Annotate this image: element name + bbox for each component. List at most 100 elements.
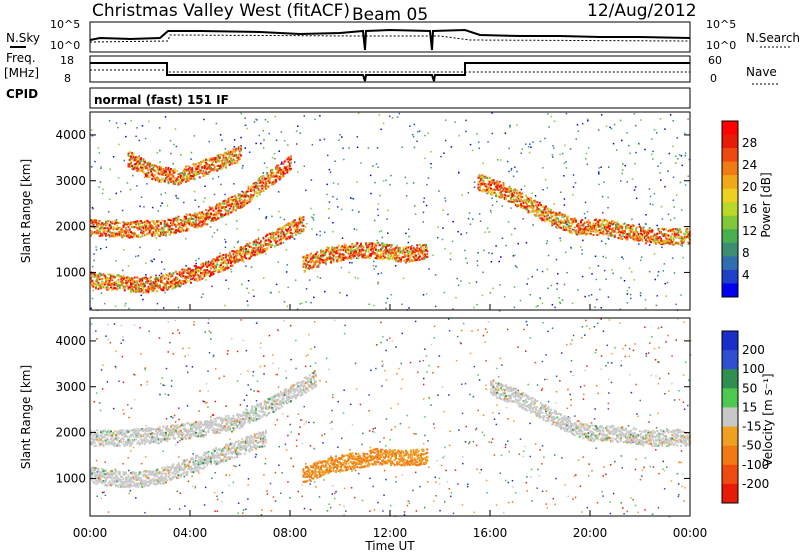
power-feature-point	[546, 207, 549, 210]
power-feature-point	[156, 232, 159, 235]
power-feature-point	[241, 206, 244, 209]
power-feature-point	[152, 289, 155, 292]
power-feature-point	[568, 231, 571, 234]
power-feature-point	[567, 221, 570, 224]
power-speckle	[440, 155, 442, 158]
power-feature-point	[282, 231, 285, 234]
power-feature-point	[188, 276, 191, 279]
power-speckle	[536, 269, 539, 271]
power-feature-point	[187, 270, 190, 273]
power-feature-point	[541, 219, 544, 222]
power-feature-point	[217, 259, 220, 262]
power-feature-point	[531, 204, 534, 207]
power-feature-point	[512, 197, 515, 200]
power-feature-point	[200, 160, 202, 163]
power-feature-point	[657, 228, 660, 231]
power-feature-point	[368, 252, 371, 255]
power-feature-point	[575, 219, 577, 222]
power-feature-point	[221, 163, 224, 166]
power-speckle	[278, 150, 280, 152]
power-feature-point	[116, 224, 119, 227]
power-feature-point	[627, 227, 630, 230]
power-feature-point	[292, 222, 295, 225]
power-feature-point	[186, 176, 189, 179]
power-feature-point	[127, 233, 130, 236]
power-feature-point	[133, 157, 136, 160]
power-feature-point	[508, 193, 511, 196]
power-feature-point	[190, 217, 192, 220]
power-feature-point	[568, 226, 571, 229]
power-feature-point	[211, 273, 214, 276]
power-feature-point	[512, 190, 515, 193]
power-feature-point	[423, 253, 426, 256]
station-title: Christmas Valley West (fitACF)	[92, 1, 350, 21]
power-feature-point	[490, 192, 492, 195]
power-speckle	[571, 228, 574, 231]
power-feature-point	[130, 279, 132, 282]
power-speckle	[299, 232, 302, 235]
power-feature-point	[148, 224, 151, 227]
power-feature-point	[127, 155, 130, 158]
power-feature-point	[178, 173, 181, 176]
power-feature-point	[341, 245, 344, 248]
power-feature-point	[242, 203, 245, 206]
power-speckle	[310, 301, 312, 304]
power-feature-point	[321, 254, 324, 257]
power-speckle	[547, 287, 549, 290]
power-speckle	[359, 254, 361, 256]
power-speckle	[426, 183, 428, 186]
power-feature-point	[257, 249, 260, 252]
power-feature-point	[153, 234, 156, 237]
power-feature-point	[102, 223, 105, 226]
power-feature-point	[278, 178, 281, 181]
power-feature-point	[201, 221, 204, 224]
power-feature-point	[256, 248, 259, 251]
power-feature-point	[248, 197, 251, 200]
power-feature-point	[287, 160, 290, 163]
power-feature-point	[148, 175, 151, 178]
power-feature-point	[126, 221, 129, 224]
power-feature-point	[322, 261, 325, 264]
power-speckle	[297, 125, 299, 127]
power-speckle	[334, 160, 336, 163]
power-speckle	[141, 125, 144, 127]
power-feature-point	[103, 274, 106, 277]
power-speckle	[559, 240, 562, 242]
power-speckle	[648, 188, 651, 190]
power-feature-point	[420, 251, 422, 254]
power-speckle	[542, 188, 544, 191]
power-feature-point	[170, 231, 172, 234]
power-feature-point	[416, 250, 419, 253]
power-speckle	[266, 166, 268, 169]
power-speckle	[645, 223, 647, 225]
power-speckle	[603, 181, 605, 183]
power-speckle	[605, 278, 607, 280]
power-feature-point	[272, 237, 275, 240]
power-feature-point	[326, 259, 329, 262]
power-feature-point	[555, 222, 557, 225]
power-feature-point	[550, 217, 552, 220]
power-feature-point	[525, 201, 527, 204]
power-feature-point	[100, 285, 102, 288]
power-feature-point	[192, 163, 195, 166]
power-feature-point	[650, 241, 652, 244]
power-feature-point	[108, 231, 111, 234]
power-feature-point	[148, 229, 151, 232]
power-feature-point	[387, 255, 390, 258]
power-feature-point	[315, 259, 317, 262]
power-feature-point	[163, 286, 166, 289]
power-feature-point	[107, 219, 110, 222]
power-feature-point	[178, 224, 181, 227]
power-feature-point	[206, 223, 209, 226]
power-speckle	[140, 196, 143, 198]
power-feature-point	[320, 251, 322, 254]
power-feature-point	[222, 200, 225, 203]
power-feature-point	[493, 181, 496, 184]
power-feature-point	[145, 281, 147, 284]
power-speckle	[108, 120, 111, 122]
power-feature-point	[240, 246, 242, 249]
power-feature-point	[191, 214, 194, 217]
power-speckle	[279, 216, 282, 219]
power-speckle	[444, 200, 447, 202]
power-speckle	[277, 261, 280, 263]
